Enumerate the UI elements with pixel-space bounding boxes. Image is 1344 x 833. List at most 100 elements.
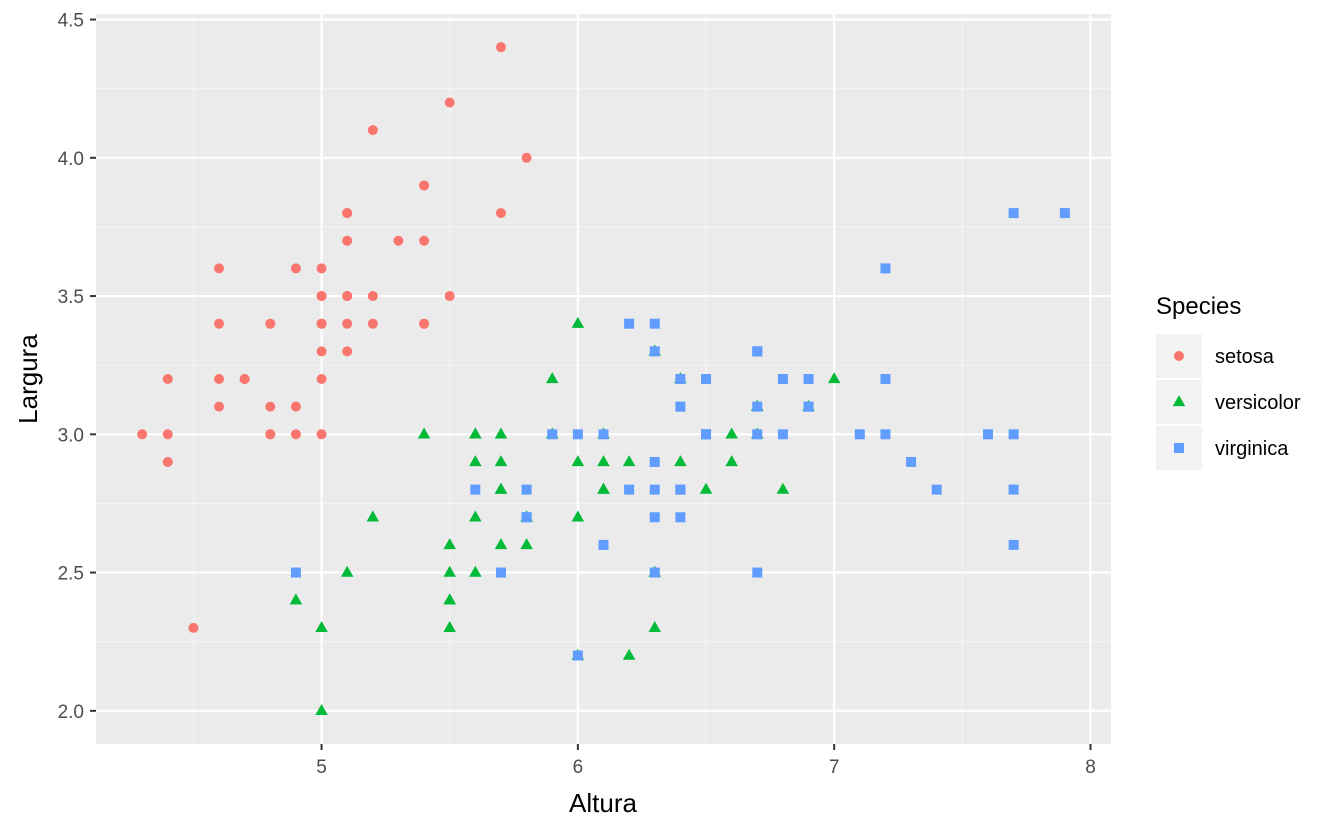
versicolor-point xyxy=(776,482,790,494)
virginica-point xyxy=(649,567,660,578)
virginica-point xyxy=(1008,429,1019,440)
virginica-point xyxy=(752,346,763,357)
setosa-point xyxy=(162,429,173,440)
virginica-point xyxy=(752,401,763,412)
setosa-point xyxy=(342,291,353,302)
setosa-point xyxy=(214,263,225,274)
virginica-point xyxy=(931,484,942,495)
setosa-point xyxy=(265,318,276,329)
setosa-point xyxy=(265,429,276,440)
versicolor-point xyxy=(340,565,354,577)
legend: Species setosa versicolor virginica xyxy=(1156,293,1301,470)
setosa-point xyxy=(316,374,327,384)
virginica-point xyxy=(649,318,660,329)
setosa-point xyxy=(367,125,378,136)
virginica-point xyxy=(624,484,635,495)
virginica-point xyxy=(290,567,301,578)
virginica-point xyxy=(777,374,788,384)
virginica-point xyxy=(880,429,891,440)
y-tick-label: 3.5 xyxy=(58,287,84,308)
setosa-point xyxy=(342,208,353,219)
setosa-point xyxy=(342,318,353,329)
setosa-point xyxy=(265,401,276,412)
y-tick-label: 2.5 xyxy=(58,564,84,585)
legend-label-setosa: setosa xyxy=(1215,346,1275,368)
versicolor-point xyxy=(315,703,328,715)
legend-marker-setosa xyxy=(1174,351,1184,361)
versicolor-point xyxy=(725,455,738,467)
versicolor-point xyxy=(315,621,328,633)
virginica-point xyxy=(675,401,686,412)
setosa-point xyxy=(495,42,506,53)
setosa-point xyxy=(444,291,455,302)
virginica-point xyxy=(803,401,814,412)
y-tick-label: 4.5 xyxy=(58,11,84,32)
virginica-point xyxy=(1008,484,1019,495)
setosa-point xyxy=(367,291,378,302)
setosa-point xyxy=(316,263,327,274)
setosa-point xyxy=(137,429,148,440)
versicolor-point xyxy=(494,427,508,439)
x-tick-label: 6 xyxy=(573,757,584,778)
versicolor-point xyxy=(366,510,380,522)
versicolor-point xyxy=(417,427,431,439)
virginica-point xyxy=(803,374,814,384)
setosa-point xyxy=(342,346,353,357)
legend-marker-versicolor xyxy=(1172,395,1186,407)
setosa-point xyxy=(162,374,173,384)
setosa-point xyxy=(188,622,199,633)
virginica-point xyxy=(1059,208,1070,219)
y-tick-label: 2.0 xyxy=(58,702,84,723)
x-tick-label: 7 xyxy=(829,757,840,778)
virginica-point xyxy=(470,484,481,495)
virginica-point xyxy=(880,263,891,274)
setosa-point xyxy=(214,374,225,384)
virginica-point xyxy=(880,374,891,384)
virginica-point xyxy=(701,374,712,384)
x-tick-label: 5 xyxy=(316,757,327,778)
setosa-point xyxy=(316,318,327,329)
virginica-point xyxy=(521,484,532,495)
versicolor-point xyxy=(520,538,533,550)
versicolor-point xyxy=(494,482,508,494)
virginica-point xyxy=(982,429,993,440)
setosa-point xyxy=(290,401,301,412)
y-tick-label: 3.0 xyxy=(58,425,84,446)
versicolor-point xyxy=(469,427,482,439)
x-tick-label: 8 xyxy=(1085,757,1096,778)
data-points xyxy=(137,42,1070,715)
virginica-point xyxy=(1008,208,1019,219)
virginica-point xyxy=(701,429,712,440)
versicolor-point xyxy=(827,372,841,384)
setosa-point xyxy=(419,235,430,246)
virginica-point xyxy=(649,512,660,523)
versicolor-point xyxy=(674,455,687,467)
virginica-point xyxy=(598,429,609,440)
virginica-point xyxy=(495,567,506,578)
setosa-point xyxy=(393,235,404,246)
setosa-point xyxy=(290,263,301,274)
legend-label-virginica: virginica xyxy=(1215,438,1289,460)
virginica-point xyxy=(624,318,635,329)
y-axis-title: Largura xyxy=(13,334,43,424)
versicolor-point xyxy=(571,510,585,522)
virginica-point xyxy=(675,512,686,523)
versicolor-point xyxy=(443,565,456,577)
setosa-point xyxy=(495,208,506,219)
setosa-point xyxy=(239,374,250,384)
versicolor-point xyxy=(469,455,482,467)
virginica-point xyxy=(572,429,583,440)
setosa-point xyxy=(316,346,327,357)
setosa-point xyxy=(419,180,430,191)
setosa-point xyxy=(419,318,430,329)
versicolor-point xyxy=(597,482,610,494)
virginica-point xyxy=(521,512,532,523)
setosa-point xyxy=(162,456,173,467)
y-tick-label: 4.0 xyxy=(58,149,84,170)
setosa-point xyxy=(290,429,301,440)
virginica-point xyxy=(675,374,686,384)
setosa-point xyxy=(214,401,225,412)
versicolor-point xyxy=(622,648,636,660)
virginica-point xyxy=(777,429,788,440)
